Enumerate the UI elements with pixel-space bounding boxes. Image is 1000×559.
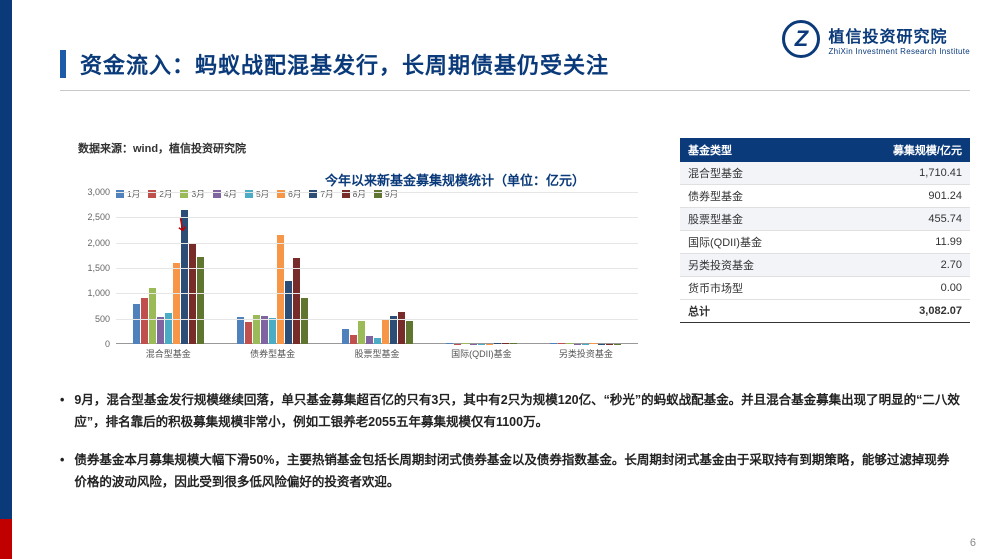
fund-table: 基金类型 募集规模/亿元 混合型基金1,710.41债券型基金901.24股票型… — [680, 138, 970, 323]
bar — [350, 335, 357, 344]
table-row: 混合型基金1,710.41 — [680, 162, 970, 185]
table-cell: 股票型基金 — [680, 208, 829, 231]
table-cell: 货币市场型 — [680, 277, 829, 300]
grid-line — [116, 217, 638, 218]
bar — [358, 321, 365, 344]
bar — [237, 317, 244, 344]
bar — [141, 298, 148, 344]
table-row: 债券型基金901.24 — [680, 185, 970, 208]
bullet-text: 债券基金本月募集规模大幅下滑50%，主要热销基金包括长周期封闭式债券基金以及债券… — [74, 450, 960, 494]
table-cell: 901.24 — [829, 185, 970, 208]
table-cell: 11.99 — [829, 231, 970, 254]
y-tick: 3,000 — [87, 187, 110, 197]
table-row: 国际(QDII)基金11.99 — [680, 231, 970, 254]
bar — [406, 321, 413, 344]
table-cell: 2.70 — [829, 254, 970, 277]
table-header-amount: 募集规模/亿元 — [829, 138, 970, 162]
table-row: 货币市场型0.00 — [680, 277, 970, 300]
table-cell: 3,082.07 — [829, 300, 970, 323]
bullet-text: 9月，混合型基金发行规模继续回落，单只基金募集超百亿的只有3只，其中有2只为规模… — [74, 390, 960, 434]
logo-name-cn: 植信投资研究院 — [828, 23, 970, 47]
title-underline — [60, 90, 970, 91]
y-tick: 500 — [95, 314, 110, 324]
bullet-item: •债券基金本月募集规模大幅下滑50%，主要热销基金包括长周期封闭式债券基金以及债… — [60, 450, 960, 494]
commentary: •9月，混合型基金发行规模继续回落，单只基金募集超百亿的只有3只，其中有2只为规… — [60, 390, 960, 510]
x-label: 混合型基金 — [116, 344, 220, 362]
y-axis: 05001,0001,5002,0002,5003,000 — [78, 192, 112, 344]
bar — [293, 258, 300, 344]
table-cell: 总计 — [680, 300, 829, 323]
grid-line — [116, 319, 638, 320]
side-accent-bar — [0, 0, 12, 559]
bar — [197, 257, 204, 344]
y-tick: 2,500 — [87, 212, 110, 222]
bar — [157, 317, 164, 344]
bar — [133, 304, 140, 344]
y-tick: 1,500 — [87, 263, 110, 273]
bar — [398, 312, 405, 344]
y-tick: 2,000 — [87, 238, 110, 248]
bullet-dot-icon: • — [60, 450, 64, 494]
table-total-row: 总计3,082.07 — [680, 300, 970, 323]
bar-chart: 05001,0001,5002,0002,5003,000 ↘ 混合型基金债券型… — [78, 192, 638, 362]
x-label: 国际(QDII)基金 — [429, 344, 533, 362]
bar — [245, 322, 252, 344]
page-title: 资金流入：蚂蚁战配混基发行，长周期债基仍受关注 — [80, 48, 609, 80]
bar — [165, 313, 172, 344]
title-accent-bar — [60, 50, 66, 78]
bar — [269, 318, 276, 344]
table-cell: 债券型基金 — [680, 185, 829, 208]
bar — [382, 320, 389, 344]
page-number: 6 — [970, 537, 976, 549]
bar — [366, 336, 373, 344]
table-cell: 455.74 — [829, 208, 970, 231]
chart-title: 今年以来新基金募集规模统计（单位：亿元） — [325, 170, 585, 189]
bar — [342, 329, 349, 344]
grid-line — [116, 268, 638, 269]
y-tick: 0 — [105, 339, 110, 349]
grid-line — [116, 293, 638, 294]
x-label: 股票型基金 — [325, 344, 429, 362]
table-cell: 另类投资基金 — [680, 254, 829, 277]
bar — [301, 298, 308, 344]
bar — [285, 281, 292, 344]
table-cell: 国际(QDII)基金 — [680, 231, 829, 254]
bar — [261, 316, 268, 344]
grid-line — [116, 243, 638, 244]
side-accent-red — [0, 519, 12, 559]
bar — [173, 263, 180, 344]
bar — [149, 288, 156, 344]
bullet-item: •9月，混合型基金发行规模继续回落，单只基金募集超百亿的只有3只，其中有2只为规… — [60, 390, 960, 434]
bullet-dot-icon: • — [60, 390, 64, 434]
table-row: 股票型基金455.74 — [680, 208, 970, 231]
data-source-label: 数据来源：wind，植信投资研究院 — [78, 140, 246, 156]
table-cell: 1,710.41 — [829, 162, 970, 185]
x-axis-labels: 混合型基金债券型基金股票型基金国际(QDII)基金另类投资基金 — [116, 344, 638, 362]
table-cell: 混合型基金 — [680, 162, 829, 185]
table-header-type: 基金类型 — [680, 138, 829, 162]
x-label: 债券型基金 — [220, 344, 324, 362]
bar — [390, 316, 397, 344]
grid-line — [116, 192, 638, 193]
y-tick: 1,000 — [87, 288, 110, 298]
plot-area: ↘ — [116, 192, 638, 344]
page-title-wrap: 资金流入：蚂蚁战配混基发行，长周期债基仍受关注 — [60, 48, 970, 80]
bar — [277, 235, 284, 344]
table-cell: 0.00 — [829, 277, 970, 300]
table-row: 另类投资基金2.70 — [680, 254, 970, 277]
x-label: 另类投资基金 — [534, 344, 638, 362]
